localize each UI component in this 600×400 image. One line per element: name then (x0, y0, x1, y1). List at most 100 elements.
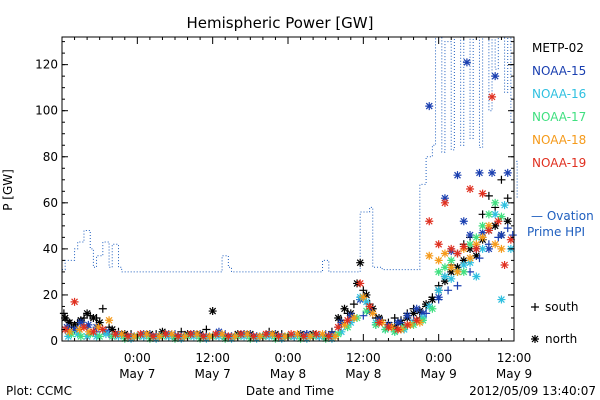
y-tick-label: 120 (35, 58, 58, 72)
data-point (453, 249, 462, 258)
data-point (105, 316, 114, 325)
data-point (365, 302, 374, 311)
data-point (111, 330, 120, 339)
data-point (403, 311, 412, 320)
data-point (488, 92, 497, 101)
data-point (500, 201, 509, 210)
data-point (453, 263, 462, 272)
data-point (488, 168, 497, 177)
series-metp-02-south (59, 175, 512, 341)
data-point (98, 325, 107, 334)
data-point (447, 256, 456, 265)
data-point (484, 191, 493, 200)
data-point (444, 286, 453, 295)
data-point (434, 286, 443, 295)
data-point (89, 327, 98, 336)
data-point (108, 325, 117, 334)
data-point (312, 330, 321, 339)
data-point (503, 194, 512, 203)
data-point (76, 332, 85, 341)
data-point (447, 263, 456, 272)
data-point (334, 313, 343, 322)
data-point (384, 323, 393, 332)
legend-noaa-18: NOAA-18 (532, 133, 586, 147)
data-point (434, 256, 443, 265)
data-point (491, 240, 500, 249)
data-point (65, 327, 74, 336)
data-point (503, 217, 512, 226)
data-point (89, 313, 98, 322)
data-point (466, 258, 475, 267)
data-point (393, 325, 402, 334)
data-point (422, 309, 431, 318)
data-point (186, 330, 195, 339)
data-point (249, 332, 258, 341)
data-point (362, 307, 371, 316)
data-point (478, 189, 487, 198)
data-point (497, 244, 506, 253)
series-layer (59, 58, 517, 343)
data-point (447, 267, 456, 276)
marker-legend-symbol (531, 303, 539, 311)
data-point (293, 330, 302, 339)
series-noaa-15-south (64, 224, 517, 341)
data-point (161, 330, 170, 339)
data-point (459, 242, 468, 251)
data-point (356, 279, 365, 288)
data-point (484, 226, 493, 235)
x-tick-date: May 8 (270, 367, 306, 381)
data-point (491, 221, 500, 230)
data-point (192, 330, 201, 339)
chart-title: Hemispheric Power [GW] (187, 14, 374, 32)
x-tick-time: 0:00 (124, 351, 151, 365)
ovation-step-path (62, 36, 518, 273)
data-point (211, 330, 220, 339)
data-point (397, 318, 405, 327)
data-point (459, 261, 468, 269)
data-point (484, 244, 493, 253)
data-point (466, 254, 475, 263)
data-point (208, 307, 217, 316)
data-point (453, 281, 462, 290)
data-point (494, 217, 503, 226)
data-point (491, 72, 500, 81)
data-point (497, 212, 506, 221)
data-point (491, 210, 500, 219)
data-point (412, 316, 421, 325)
data-point (359, 286, 368, 295)
data-point (425, 102, 434, 111)
data-point (478, 221, 487, 230)
data-point (466, 240, 475, 249)
data-point (503, 224, 512, 233)
legend: METP-02 NOAA-15 NOAA-16 NOAA-17 NOAA-18 NOAA-… (532, 41, 586, 170)
data-point (484, 210, 493, 219)
series-noaa-18-north (65, 221, 506, 341)
data-point (359, 311, 368, 320)
data-point (349, 313, 358, 322)
data-point (362, 297, 371, 306)
data-point (375, 318, 384, 327)
data-point (472, 272, 481, 281)
data-point (205, 332, 214, 341)
data-point (500, 261, 509, 269)
data-point (243, 330, 252, 339)
data-point (453, 267, 462, 276)
data-point (472, 251, 481, 260)
data-point (453, 171, 462, 180)
x-tick-time: 0:00 (425, 351, 452, 365)
data-point (268, 330, 277, 339)
x-tick-time: 12:00 (497, 351, 532, 365)
data-point (390, 313, 399, 322)
data-point (61, 325, 70, 334)
data-point (440, 194, 449, 203)
data-point (497, 231, 506, 240)
data-point (349, 300, 358, 309)
data-point (440, 263, 449, 272)
data-point (472, 244, 481, 253)
data-point (494, 233, 503, 242)
marker-legend: south north (531, 300, 579, 346)
data-point (202, 325, 211, 334)
axis-layer: 0 20 40 60 80 100 120 0:00 May 7 12:00 May 7 0:00 Ma… (35, 37, 532, 381)
data-point (142, 330, 151, 339)
